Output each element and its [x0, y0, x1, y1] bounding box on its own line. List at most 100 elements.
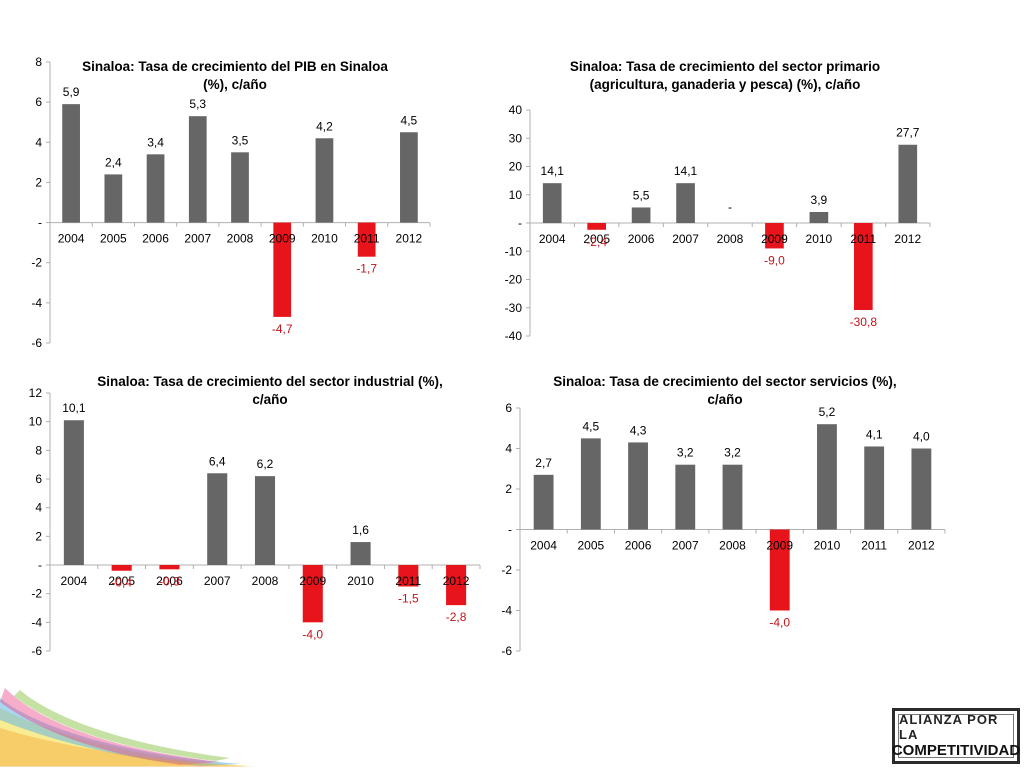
x-tick-label: 2005 — [100, 232, 127, 246]
y-tick-label: 2 — [505, 482, 512, 496]
bar — [63, 420, 84, 565]
y-tick-label: -6 — [501, 644, 512, 658]
x-tick-label: 2004 — [539, 232, 566, 246]
x-tick-label: 2011 — [861, 539, 887, 553]
y-tick-label: -2 — [31, 256, 42, 270]
x-tick-label: 2007 — [184, 232, 211, 246]
bar — [62, 104, 80, 223]
bar — [587, 223, 606, 230]
bar — [254, 476, 276, 565]
data-label: 4,0 — [913, 430, 930, 444]
y-tick-label: 10 — [29, 415, 43, 429]
bar — [722, 464, 743, 530]
bar — [207, 473, 228, 565]
bar — [898, 144, 918, 223]
data-label: 6,4 — [209, 454, 226, 468]
chart-title: Sinaloa: Tasa de crecimiento del PIB en … — [60, 58, 410, 94]
x-tick-label: 2008 — [717, 232, 744, 246]
chart-svg: 8 6 4 2 - -2 -4 -6 2004 2005 2006 2007 2008 2009 2010 2… — [31, 55, 431, 350]
y-tick-label: 30 — [509, 131, 523, 145]
bar — [769, 529, 790, 611]
bar — [676, 183, 695, 223]
y-tick-label: 40 — [509, 103, 523, 117]
x-tick-label: 2005 — [577, 539, 604, 553]
x-tick-label: 2005 — [108, 574, 135, 588]
data-label: 4,5 — [401, 113, 418, 127]
data-label: -4,0 — [769, 616, 790, 630]
chart-title: Sinaloa: Tasa de crecimiento del sector … — [50, 373, 490, 409]
x-tick-label: 2010 — [311, 232, 338, 246]
bar — [854, 223, 873, 311]
x-tick-label: 2008 — [719, 539, 746, 553]
bar — [533, 474, 554, 530]
x-tick-label: 2012 — [396, 232, 423, 246]
y-tick-label: 20 — [509, 160, 523, 174]
x-tick-label: 2005 — [583, 232, 610, 246]
y-tick-label: 8 — [35, 443, 42, 457]
data-label: 5,5 — [633, 188, 650, 202]
data-label: -0,3 — [159, 574, 180, 588]
data-label: -30,8 — [850, 315, 878, 329]
data-label: 4,5 — [582, 419, 599, 433]
y-tick-label: -2 — [501, 563, 512, 577]
data-label: 2,4 — [105, 155, 122, 169]
x-tick-label: 2009 — [766, 539, 793, 553]
bar — [446, 565, 467, 606]
bar — [350, 542, 371, 565]
data-label: 3,9 — [811, 193, 828, 207]
x-tick-label: 2006 — [156, 574, 183, 588]
x-tick-label: 2007 — [204, 574, 231, 588]
chart-title: Sinaloa: Tasa de crecimiento del sector … — [490, 373, 960, 409]
y-tick-label: -6 — [31, 336, 42, 350]
x-tick-label: 2006 — [628, 232, 655, 246]
y-tick-label: -6 — [31, 644, 42, 658]
bar — [231, 152, 249, 223]
chart-title-line-1: Sinaloa: Tasa de crecimiento del PIB en … — [82, 59, 388, 74]
alianza-logo: ALIANZA POR LA COMPETITIVIDAD — [892, 708, 1020, 764]
y-tick-label: 12 — [29, 386, 43, 400]
chart-sector-primario: Sinaloa: Tasa de crecimiento del sector … — [490, 50, 950, 350]
data-label: 5,9 — [63, 85, 80, 99]
data-label: 3,4 — [147, 135, 164, 149]
chart-title-line-1: Sinaloa: Tasa de crecimiento del sector … — [553, 374, 897, 389]
logo-line-1: ALIANZA POR LA — [899, 712, 999, 742]
data-label: -9,0 — [764, 253, 785, 267]
chart-svg: 6 4 2 - -2 -4 -6 2004 2005 2006 2007 2008 2009 2010 20… — [501, 401, 946, 658]
y-tick-label: 10 — [509, 188, 523, 202]
data-label: -4,7 — [272, 322, 293, 336]
data-label: 4,2 — [316, 119, 333, 133]
chart-title: Sinaloa: Tasa de crecimiento del sector … — [500, 58, 950, 94]
x-tick-label: 2006 — [142, 232, 169, 246]
chart-title-line-1: Sinaloa: Tasa de crecimiento del sector … — [97, 374, 443, 389]
data-label: -1,7 — [356, 262, 377, 276]
y-tick-label: 6 — [35, 472, 42, 486]
y-tick-label: 4 — [35, 135, 42, 149]
bar — [302, 565, 323, 623]
x-tick-label: 2008 — [252, 574, 279, 588]
y-tick-label: - — [508, 523, 512, 537]
bar — [398, 565, 419, 587]
data-label: 14,1 — [541, 164, 565, 178]
x-tick-label: 2011 — [395, 574, 421, 588]
bar — [400, 132, 418, 223]
data-label: 3,2 — [724, 446, 741, 460]
x-tick-label: 2007 — [672, 539, 699, 553]
bar — [765, 223, 784, 249]
data-label: -2,4 — [586, 235, 607, 249]
y-tick-label: - — [38, 558, 42, 572]
data-label: 27,7 — [896, 126, 920, 140]
chart-sector-industrial: Sinaloa: Tasa de crecimiento del sector … — [20, 370, 490, 665]
y-tick-label: -2 — [31, 587, 42, 601]
data-label: 3,5 — [232, 133, 249, 147]
data-label: -0,4 — [111, 576, 132, 590]
bar — [542, 183, 562, 223]
chart-title-line-1: Sinaloa: Tasa de crecimiento del sector … — [569, 59, 881, 74]
data-label: 4,1 — [866, 427, 883, 441]
y-tick-label: -4 — [31, 296, 42, 310]
decorative-swoosh — [0, 688, 255, 767]
x-tick-label: 2009 — [761, 232, 788, 246]
bar — [159, 565, 180, 570]
y-tick-label: 6 — [505, 401, 512, 415]
bar — [111, 565, 132, 571]
